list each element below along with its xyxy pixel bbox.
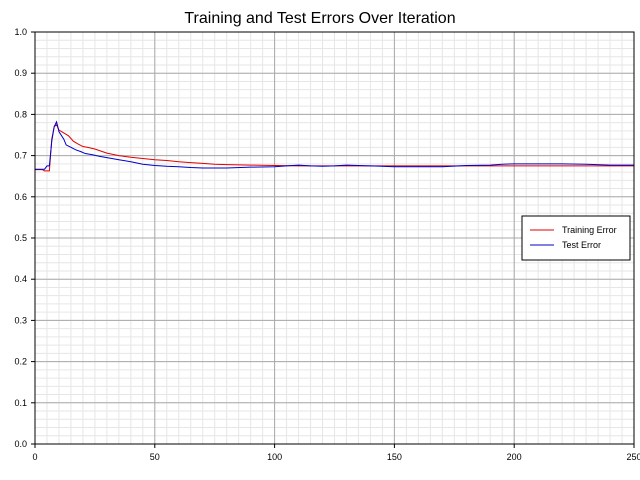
series-layer	[35, 120, 634, 172]
y-tick-label: 0.6	[14, 192, 27, 202]
y-tick-label: 0.4	[14, 274, 27, 284]
x-tick-label: 250	[626, 452, 640, 462]
x-tick-label: 200	[507, 452, 522, 462]
x-axis-ticks: 0 50 100 150 200 250	[32, 444, 640, 462]
y-tick-label: 0.8	[14, 109, 27, 119]
y-tick-label: 0.9	[14, 68, 27, 78]
y-tick-label: 0.2	[14, 357, 27, 367]
legend-box	[521, 215, 631, 261]
chart-title: Training and Test Errors Over Iteration	[184, 10, 455, 27]
series-line-test-error	[35, 120, 634, 170]
x-tick-label: 100	[267, 452, 282, 462]
y-tick-label: 0.5	[14, 233, 27, 243]
legend: Training Error Test Error	[521, 215, 631, 261]
y-tick-label: 0.3	[14, 315, 27, 325]
legend-label: Test Error	[562, 240, 601, 250]
y-tick-label: 0.7	[14, 151, 27, 161]
y-tick-label: 0.0	[14, 439, 27, 449]
y-tick-label: 0.1	[14, 398, 27, 408]
y-tick-label: 1.0	[14, 27, 27, 37]
x-tick-label: 150	[387, 452, 402, 462]
x-tick-label: 50	[150, 452, 160, 462]
legend-label: Training Error	[562, 225, 617, 235]
y-axis-ticks: 0.0 0.1 0.2 0.3 0.4 0.5 0.6 0.7 0.8 0.9 1.0	[14, 27, 35, 449]
x-tick-label: 0	[32, 452, 37, 462]
